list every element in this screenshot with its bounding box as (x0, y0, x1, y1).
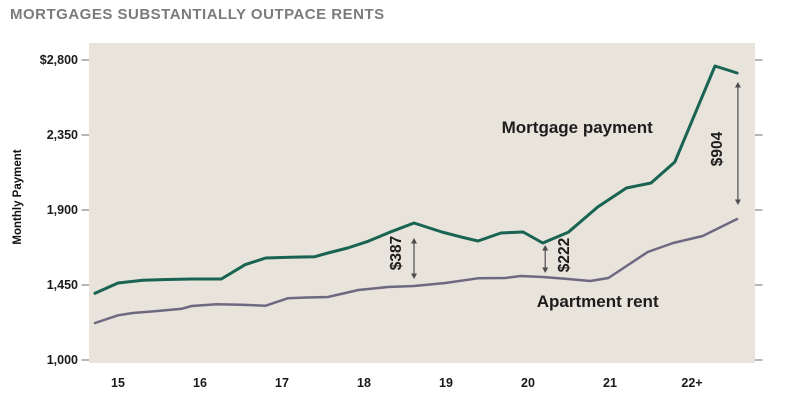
series-label: Mortgage payment (501, 118, 653, 138)
arrowhead-up-icon (411, 238, 418, 244)
chart-title: MORTGAGES SUBSTANTIALLY OUTPACE RENTS (10, 6, 385, 23)
arrowhead-down-icon (734, 199, 741, 205)
x-tick-label: 17 (275, 376, 289, 390)
y-tick-label: 1,000 (46, 353, 78, 367)
x-tick-label: 15 (111, 376, 125, 390)
apartment-rent-line (93, 217, 739, 325)
x-tick-label: 18 (357, 376, 371, 390)
mortgage-payment-line (93, 64, 739, 295)
x-tick-label: 16 (193, 376, 207, 390)
y-tick-label: 1,450 (46, 278, 78, 292)
arrowhead-down-icon (542, 267, 549, 273)
x-tick-label: 20 (521, 376, 535, 390)
plot-area (89, 43, 755, 363)
x-tick-label: 19 (439, 376, 453, 390)
y-tick-label: 2,350 (46, 128, 78, 142)
annotation-label: $387 (387, 236, 405, 271)
arrowhead-up-icon (734, 82, 741, 88)
y-tick-label: 1,900 (46, 203, 78, 217)
annotation-label: $222 (555, 238, 573, 273)
arrowhead-down-icon (411, 273, 418, 279)
annotation-label: $904 (709, 131, 727, 167)
y-tick-label: $2,800 (39, 53, 78, 67)
x-tick-label: 21 (603, 376, 617, 390)
arrowhead-up-icon (542, 245, 549, 251)
x-tick-label: 22+ (681, 376, 703, 390)
y-axis-title: Monthly Payment (12, 149, 24, 245)
series-label: Apartment rent (536, 292, 659, 311)
